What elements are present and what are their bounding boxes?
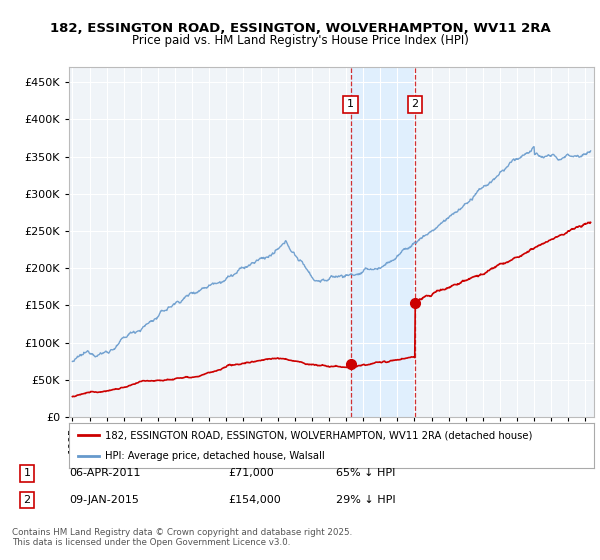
Text: HPI: Average price, detached house, Walsall: HPI: Average price, detached house, Wals… bbox=[105, 450, 325, 460]
Text: Contains HM Land Registry data © Crown copyright and database right 2025.
This d: Contains HM Land Registry data © Crown c… bbox=[12, 528, 352, 547]
Text: £154,000: £154,000 bbox=[228, 495, 281, 505]
Text: 09-JAN-2015: 09-JAN-2015 bbox=[69, 495, 139, 505]
Text: 1: 1 bbox=[23, 468, 31, 478]
Text: Price paid vs. HM Land Registry's House Price Index (HPI): Price paid vs. HM Land Registry's House … bbox=[131, 34, 469, 46]
Text: 06-APR-2011: 06-APR-2011 bbox=[69, 468, 140, 478]
Text: 1: 1 bbox=[347, 100, 354, 109]
Text: 65% ↓ HPI: 65% ↓ HPI bbox=[336, 468, 395, 478]
Text: 182, ESSINGTON ROAD, ESSINGTON, WOLVERHAMPTON, WV11 2RA: 182, ESSINGTON ROAD, ESSINGTON, WOLVERHA… bbox=[50, 22, 550, 35]
Text: £71,000: £71,000 bbox=[228, 468, 274, 478]
Text: 2: 2 bbox=[23, 495, 31, 505]
Text: 182, ESSINGTON ROAD, ESSINGTON, WOLVERHAMPTON, WV11 2RA (detached house): 182, ESSINGTON ROAD, ESSINGTON, WOLVERHA… bbox=[105, 430, 532, 440]
Text: 29% ↓ HPI: 29% ↓ HPI bbox=[336, 495, 395, 505]
Text: 2: 2 bbox=[412, 100, 419, 109]
Bar bbox=[350, 67, 415, 417]
